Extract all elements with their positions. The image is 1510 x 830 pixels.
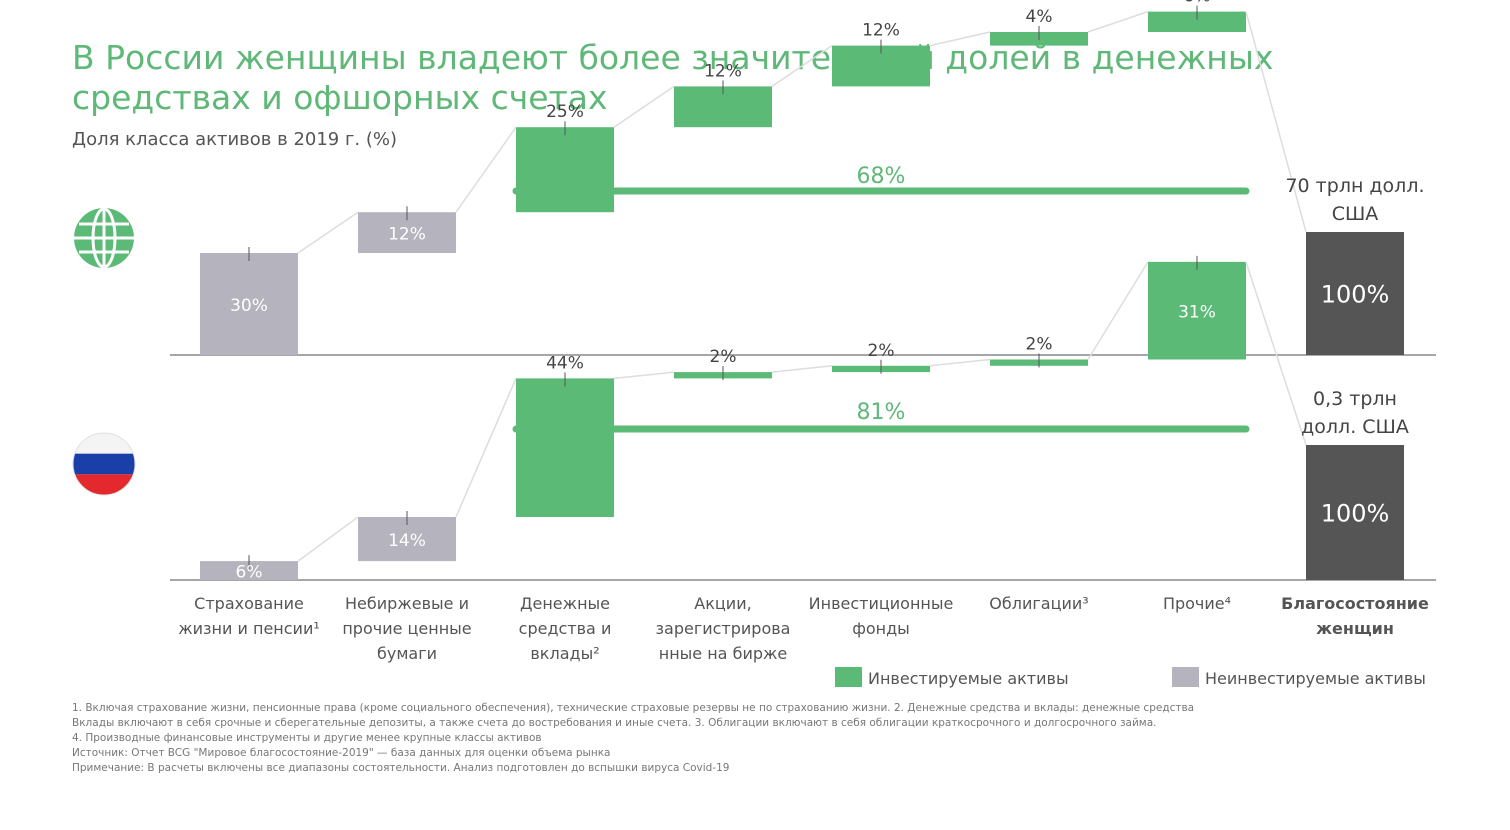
category-label: Облигации³ [989, 594, 1088, 613]
data-label: 12% [388, 225, 426, 245]
category-label: вклады² [530, 644, 599, 663]
data-label: 12% [862, 21, 900, 41]
bar-russia-7 [1306, 445, 1404, 580]
legend-label: Инвестируемые активы [868, 669, 1069, 688]
connector-line [297, 516, 359, 562]
legend-label: Неинвестируемые активы [1205, 669, 1426, 688]
category-label: Инвестиционные [809, 594, 954, 613]
connector-line [771, 365, 833, 373]
data-label: 31% [1178, 303, 1216, 323]
data-label: 14% [388, 531, 426, 551]
connector-line [455, 126, 517, 213]
legend-swatch [1172, 667, 1199, 687]
footnote-line: 4. Производные финансовые инструменты и … [72, 732, 542, 744]
category-label: нные на бирже [659, 644, 788, 663]
category-label: Страхование [194, 594, 304, 613]
category-label: Денежные [520, 594, 610, 613]
total-wealth-label: США [1332, 203, 1379, 225]
data-label: 30% [230, 296, 268, 316]
legend-swatch [835, 667, 862, 687]
category-label: Небиржевые и [345, 594, 469, 613]
bar-world-2 [516, 127, 614, 213]
bar-world-6 [1148, 11, 1246, 32]
footnote-line: Вклады включают в себя срочные и сберега… [72, 717, 1157, 729]
data-label: 25% [546, 102, 584, 122]
category-label: Благосостояние [1281, 594, 1429, 613]
category-label: жизни и пенсии¹ [178, 619, 320, 638]
connector-line [929, 358, 991, 367]
category-label: Прочие⁴ [1163, 594, 1231, 613]
bar-world-7 [1306, 232, 1404, 355]
category-label: Акции, [694, 594, 751, 613]
category-label: прочие ценные [342, 619, 471, 638]
data-label-total: 100% [1321, 281, 1390, 309]
data-label: 6% [236, 563, 263, 583]
category-label: женщин [1316, 619, 1394, 638]
data-label: 44% [546, 353, 584, 373]
category-label: средства и [519, 619, 612, 638]
category-label: зарегистрирова [656, 619, 791, 638]
total-wealth-label: 70 трлн долл. [1285, 175, 1424, 197]
connector-line [1087, 10, 1149, 33]
footnote-line: 1. Включая страхование жизни, пенсионные… [72, 702, 1195, 714]
data-label: 2% [868, 341, 895, 361]
connector-line [455, 378, 517, 518]
footnote-line: Примечание: В расчеты включены все диапа… [72, 762, 730, 774]
total-wealth-label: 0,3 трлн [1313, 388, 1397, 410]
russia-flag-icon [72, 432, 136, 496]
total-wealth-label: долл. США [1301, 416, 1409, 438]
connector-line [613, 371, 675, 380]
russia-flag-icon [73, 433, 135, 454]
russia-flag-icon [73, 453, 135, 475]
chart-subtitle: Доля класса активов в 2019 г. (%) [72, 129, 398, 150]
connector-line [1245, 11, 1307, 233]
connector-line [1087, 261, 1149, 360]
connector-line [771, 44, 833, 88]
connector-line [613, 85, 675, 128]
footnote-line: Источник: Отчет BCG "Мировое благосостоя… [72, 747, 611, 759]
connector-line [1245, 261, 1307, 446]
data-label: 2% [1026, 335, 1053, 355]
data-label: 12% [704, 61, 742, 81]
category-label: бумаги [377, 644, 437, 663]
data-label-total: 100% [1321, 500, 1390, 528]
data-label: 6% [1184, 0, 1211, 7]
connector-line [297, 211, 359, 254]
bar-russia-0 [200, 561, 298, 580]
connector-line [929, 31, 991, 47]
bar-world-0 [200, 253, 298, 355]
invested-share-label: 81% [857, 400, 906, 425]
footnotes: 1. Включая страхование жизни, пенсионные… [72, 701, 1452, 776]
bar-russia-2 [516, 378, 614, 517]
russia-flag-icon [73, 474, 135, 495]
bar-russia-6 [1148, 261, 1246, 360]
category-label: фонды [852, 619, 910, 638]
invested-share-label: 68% [857, 164, 906, 189]
waterfall-chart: 30% 12% 25% 12% 12% 4% 6% 100% 68% 70 трлн долл. С… [72, 0, 1436, 688]
data-label: 2% [710, 347, 737, 367]
data-label: 4% [1026, 7, 1053, 27]
